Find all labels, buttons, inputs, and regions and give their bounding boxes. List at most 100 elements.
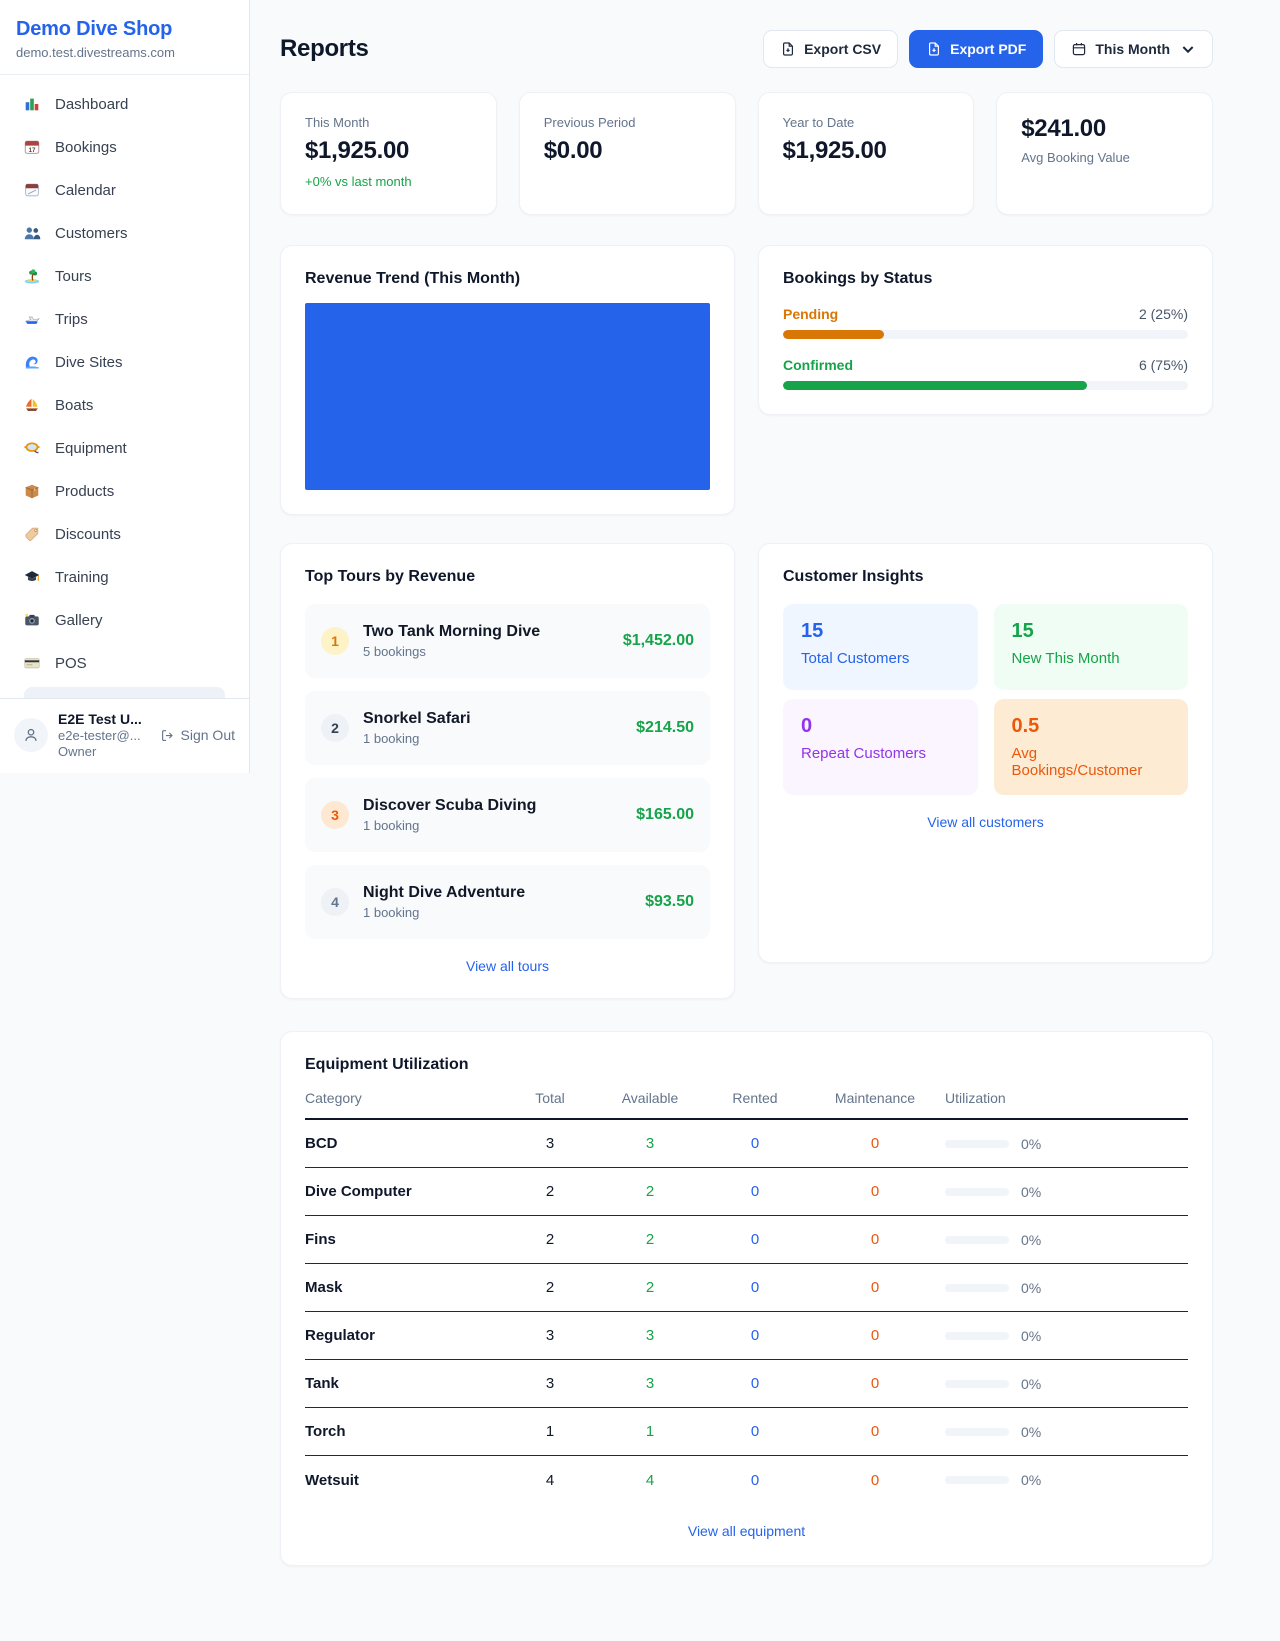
brand: Demo Dive Shop demo.test.divestreams.com: [0, 0, 249, 75]
column-header: Category: [305, 1090, 362, 1106]
sidebar-item-label: Dashboard: [55, 95, 129, 113]
status-row-pending: Pending 2 (25%): [783, 306, 1188, 339]
sidebar-item-dashboard[interactable]: Dashboard: [12, 85, 237, 123]
stats-row: This Month $1,925.00 +0% vs last month P…: [280, 92, 1213, 215]
main-content: Reports Export CSV Export PDF: [250, 0, 1280, 1641]
svg-text:17: 17: [28, 147, 36, 154]
sign-out-button[interactable]: Sign Out: [160, 727, 235, 743]
view-all-equipment-link[interactable]: View all equipment: [687, 1523, 806, 1539]
rank-badge: 4: [321, 888, 349, 916]
user-name: E2E Test U...: [58, 711, 142, 727]
view-all-customers-link[interactable]: View all customers: [927, 814, 1044, 830]
sidebar-item-label: Discounts: [55, 525, 121, 543]
total-cell: 3: [545, 1327, 555, 1344]
tour-bookings: 1 booking: [363, 818, 420, 833]
sidebar-item-gallery[interactable]: Gallery: [12, 601, 237, 639]
utilization-percent: 0%: [1021, 1231, 1042, 1248]
export-pdf-button[interactable]: Export PDF: [909, 30, 1044, 68]
available-cell: 2: [645, 1231, 655, 1248]
total-cell: 2: [545, 1279, 555, 1296]
tour-amount: $214.50: [636, 719, 694, 736]
status-bar-fill: [783, 330, 885, 339]
equipment-table: Category Total Available Rented Maintena…: [305, 1090, 1188, 1504]
sidebar-item-reports-partial[interactable]: [24, 687, 225, 698]
period-dropdown[interactable]: This Month: [1054, 30, 1213, 68]
stat-label: This Month: [305, 115, 370, 130]
rank-badge: 3: [321, 801, 349, 829]
status-label: Confirmed: [783, 357, 853, 373]
status-count: 2 (25%): [1138, 306, 1188, 322]
sidebar-item-discounts[interactable]: Discounts: [12, 515, 237, 553]
sidebar-item-label: Trips: [55, 310, 88, 328]
sidebar-item-boats[interactable]: Boats: [12, 386, 237, 424]
maintenance-cell: 0: [870, 1183, 880, 1200]
utilization-bar-track: [945, 1283, 1009, 1292]
utilization-bar-track: [945, 1331, 1009, 1340]
sidebar-item-products[interactable]: Products: [12, 472, 237, 510]
maintenance-cell: 0: [870, 1135, 880, 1152]
stat-value: $1,925.00: [305, 137, 410, 164]
tour-name: Discover Scuba Diving: [363, 797, 537, 814]
table-row: Regulator 3 3 0 0 0%: [305, 1312, 1188, 1360]
tour-bookings: 1 booking: [363, 731, 420, 746]
stat-label: Previous Period: [543, 115, 636, 130]
stat-value: $0.00: [543, 137, 603, 164]
calendar-icon: [1071, 41, 1087, 57]
utilization-cell: 0%: [945, 1136, 1188, 1152]
category-cell: Mask: [305, 1279, 343, 1296]
insight-tiles: 15 Total Customers 15 New This Month 0 R…: [783, 604, 1188, 795]
rented-cell: 0: [750, 1375, 760, 1392]
stat-label: Avg Booking Value: [1021, 150, 1130, 165]
calendar-date-icon: 17: [22, 137, 42, 157]
sidebar-item-tours[interactable]: Tours: [12, 257, 237, 295]
speedboat-icon: [22, 309, 42, 329]
utilization-bar-track: [945, 1187, 1009, 1196]
sidebar-item-label: Bookings: [55, 138, 117, 156]
category-cell: BCD: [305, 1135, 338, 1152]
rented-cell: 0: [750, 1471, 760, 1489]
sidebar-item-trips[interactable]: Trips: [12, 300, 237, 338]
tile-label: Repeat Customers: [801, 745, 927, 762]
tour-row: 4 Night Dive Adventure 1 booking $93.50: [305, 865, 710, 939]
total-cell: 3: [545, 1135, 555, 1152]
view-all-tours-link[interactable]: View all tours: [465, 958, 549, 974]
header-actions: Export CSV Export PDF This Month: [763, 30, 1213, 68]
sidebar-item-dive-sites[interactable]: Dive Sites: [12, 343, 237, 381]
insight-tile-avg-bookings: 0.5 Avg Bookings/Customer: [993, 699, 1188, 795]
insight-tile-repeat-customers: 0 Repeat Customers: [783, 699, 978, 795]
status-label: Pending: [783, 306, 839, 322]
sidebar-item-calendar[interactable]: Calendar: [12, 171, 237, 209]
sidebar-item-label: Calendar: [55, 181, 116, 199]
sidebar-item-label: POS: [55, 654, 87, 672]
stat-delta: +0% vs last month: [305, 174, 412, 189]
column-header: Rented: [732, 1090, 778, 1106]
sidebar-item-equipment[interactable]: Equipment: [12, 429, 237, 467]
file-download-icon: [780, 41, 796, 57]
status-count: 6 (75%): [1138, 357, 1188, 373]
sidebar-nav: Dashboard 17 Bookings Calendar Customers: [0, 75, 249, 698]
tour-row: 1 Two Tank Morning Dive 5 bookings $1,45…: [305, 604, 710, 678]
available-cell: 3: [645, 1375, 655, 1392]
sidebar-item-training[interactable]: Training: [12, 558, 237, 596]
diving-mask-icon: [22, 438, 42, 458]
package-icon: [22, 481, 42, 501]
utilization-percent: 0%: [1021, 1327, 1042, 1344]
sidebar-item-bookings[interactable]: 17 Bookings: [12, 128, 237, 166]
tile-label: Total Customers: [801, 650, 910, 667]
category-cell: Tank: [305, 1375, 339, 1392]
tear-off-calendar-icon: [22, 180, 42, 200]
sidebar-item-pos[interactable]: POS: [12, 644, 237, 682]
column-header: Maintenance: [834, 1090, 916, 1106]
available-cell: 2: [645, 1183, 655, 1200]
revenue-trend-bar: [305, 303, 710, 490]
status-bar-track: [783, 330, 1188, 339]
rank-badge: 2: [321, 714, 349, 742]
stat-value: $241.00: [1021, 115, 1106, 142]
export-csv-button[interactable]: Export CSV: [763, 30, 899, 68]
sidebar-item-customers[interactable]: Customers: [12, 214, 237, 252]
sidebar-item-label: Dive Sites: [55, 353, 123, 371]
utilization-bar-track: [945, 1427, 1009, 1436]
sidebar: Demo Dive Shop demo.test.divestreams.com…: [0, 0, 250, 773]
logout-icon: [160, 728, 175, 743]
